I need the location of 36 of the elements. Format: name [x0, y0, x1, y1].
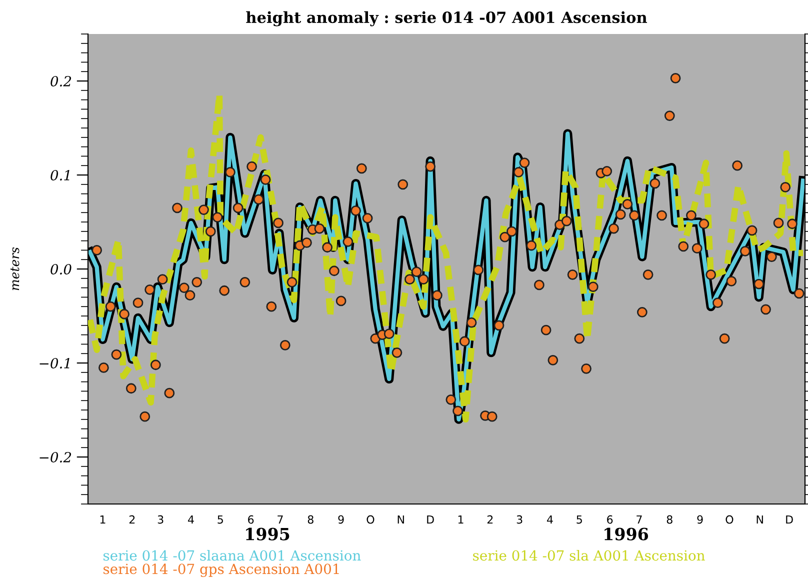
x-tick-label: 9 [338, 515, 344, 524]
y-tick-label: 0.1 [50, 170, 70, 180]
x-tick-label: O [726, 515, 734, 524]
text: serie 014 -07 gps Ascension A001 [104, 564, 339, 578]
y-tick-label: 0.0 [50, 264, 72, 274]
x-tick-label: 4 [188, 515, 194, 524]
text: 1995 [246, 528, 290, 540]
y-tick-label: −0.1 [40, 358, 70, 368]
x-tick-label: 5 [576, 515, 582, 524]
y-tick-label: −0.2 [40, 452, 72, 462]
x-tick-label: 7 [278, 515, 283, 524]
text: 1996 [604, 528, 648, 540]
x-tick-label: 8 [666, 515, 672, 524]
x-tick-label: 6 [248, 515, 254, 524]
x-tick-label: 1 [458, 515, 464, 524]
x-tick-label: 9 [697, 515, 703, 524]
x-tick-label: 2 [129, 515, 135, 524]
x-tick-label: 1 [100, 515, 106, 524]
x-tick-label: 4 [546, 515, 553, 524]
chart-title: height anomaly : serie 014 -07 A001 Ascension [246, 11, 648, 26]
x-tick-label: O [366, 515, 374, 524]
x-tick-label: 8 [308, 515, 314, 524]
x-tick-label: D [427, 515, 434, 524]
x-tick-label: D [786, 515, 793, 524]
x-tick-label: 3 [158, 515, 164, 524]
x-tick-label: N [756, 515, 763, 524]
x-tick-label: 7 [636, 515, 642, 524]
text: serie 014 -07 slaana A001 Ascension [104, 550, 361, 561]
x-tick-label: 6 [607, 515, 613, 524]
x-tick-label: 5 [218, 515, 223, 524]
text: serie 014 -07 sla A001 Ascension [473, 550, 705, 561]
x-tick-label: 2 [487, 515, 493, 524]
x-tick-label: 3 [516, 515, 522, 524]
y-axis-title: meters [10, 247, 20, 290]
x-tick-label: N [398, 515, 404, 524]
y-tick-label: 0.2 [50, 76, 72, 86]
